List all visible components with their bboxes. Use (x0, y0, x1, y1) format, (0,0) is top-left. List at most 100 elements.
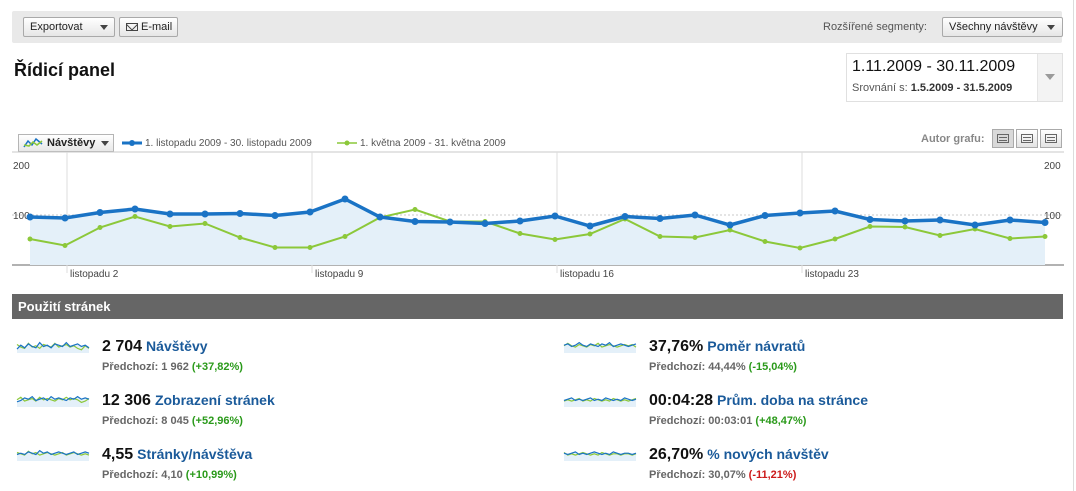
data-point-compare (202, 221, 208, 226)
y-tick-label-right: 100 (1044, 211, 1061, 222)
date-range-compare: Srovnání s: 1.5.2009 - 31.5.2009 (852, 82, 1012, 94)
prev-label: Předchozí: (649, 469, 706, 481)
metric-item[interactable]: 12 306 Zobrazení stránek Předchozí: 8 045 … (16, 387, 456, 429)
data-point-compare (797, 245, 803, 251)
metric-value: 00:04:28 (649, 392, 714, 409)
prev-change: (-15,04%) (748, 361, 797, 373)
metric-label: Návštěvy (47, 137, 96, 149)
data-point-primary (901, 217, 909, 225)
metric-name-link[interactable]: Prům. doba na stránce (717, 392, 868, 408)
view-icon (997, 134, 1009, 143)
data-point-primary (691, 211, 699, 219)
data-point-primary (831, 207, 839, 215)
metric-name-link[interactable]: % nových návštěv (707, 446, 829, 462)
metric-previous: Předchozí: 1 962 (+37,82%) (102, 361, 243, 373)
legend-label: 1. května 2009 - 31. května 2009 (360, 138, 506, 149)
prev-change: (+10,99%) (185, 469, 237, 481)
legend-swatch-green (337, 140, 357, 146)
metric-name-link[interactable]: Návštěvy (146, 338, 208, 354)
data-point-primary (796, 209, 804, 217)
view-icon (1045, 134, 1057, 143)
data-point-primary (271, 212, 279, 219)
data-point-primary (26, 213, 34, 221)
metric-value-line: 12 306 Zobrazení stránek (102, 392, 275, 410)
x-tick-label: listopadu 2 (70, 269, 119, 280)
x-tick-label: listopadu 16 (560, 269, 614, 280)
data-point-compare (937, 233, 943, 238)
page-title: Řídicí panel (14, 60, 116, 80)
metric-item[interactable]: 37,76% Poměr návratů Předchozí: 44,44% (-1… (563, 333, 1003, 375)
data-point-primary (481, 220, 489, 227)
data-point-compare (97, 225, 103, 230)
metric-item[interactable]: 00:04:28 Prům. doba na stránce Předchozí: … (563, 387, 1003, 429)
line-chart-icon (23, 137, 43, 148)
metric-value-line: 37,76% Poměr návratů (649, 338, 805, 356)
data-point-compare (272, 245, 278, 250)
data-point-primary (761, 212, 769, 219)
chevron-down-icon (100, 25, 108, 30)
data-point-primary (656, 215, 664, 222)
chevron-down-icon[interactable] (1037, 54, 1062, 101)
data-point-compare (342, 234, 348, 239)
date-range-picker[interactable]: 1.11.2009 - 30.11.2009 Srovnání s: 1.5.2… (846, 53, 1063, 102)
metric-item[interactable]: 4,55 Stránky/návštěva Předchozí: 4,10 (+10… (16, 441, 456, 483)
metric-value: 26,70% (649, 446, 704, 463)
data-point-compare (237, 235, 243, 240)
top-toolbar: Exportovat E-mail Rozšířené segmenty: Vš… (12, 11, 1063, 43)
data-point-primary (446, 218, 454, 226)
data-point-compare (867, 224, 873, 229)
metric-item[interactable]: 26,70%% nových návštěv Předchozí: 30,07% … (563, 441, 1003, 483)
view-button-3[interactable] (1040, 129, 1062, 148)
segments-select[interactable]: Všechny návštěvy (942, 17, 1063, 37)
metric-name-link[interactable]: Poměr návratů (707, 338, 806, 354)
data-point-primary (516, 217, 524, 225)
data-point-compare (307, 245, 313, 250)
data-point-compare (62, 243, 68, 248)
data-point-primary (341, 195, 349, 203)
prev-change: (-11,21%) (748, 469, 797, 481)
data-point-compare (132, 214, 138, 219)
date-range-main: 1.11.2009 - 30.11.2009 (852, 58, 1016, 75)
data-point-compare (762, 239, 768, 244)
data-point-primary (306, 208, 314, 216)
prev-label: Předchozí: (102, 361, 159, 373)
y-tick-label-right: 200 (1044, 161, 1061, 172)
x-tick-label: listopadu 23 (805, 269, 859, 280)
metric-item[interactable]: 2 704 Návštěvy Předchozí: 1 962 (+37,82%) (16, 333, 456, 375)
view-button-1[interactable] (992, 129, 1014, 148)
export-label: Exportovat (30, 21, 83, 33)
chart-metric-selector[interactable]: Návštěvy (18, 134, 114, 152)
metric-value: 2 704 (102, 338, 143, 355)
chevron-down-icon (1047, 25, 1055, 30)
data-point-primary (201, 210, 209, 218)
metric-value-line: 2 704 Návštěvy (102, 338, 208, 356)
data-point-primary (586, 222, 594, 230)
view-button-2[interactable] (1016, 129, 1038, 148)
legend-swatch-blue (122, 140, 142, 146)
data-point-primary (61, 214, 69, 222)
x-tick-label: listopadu 9 (315, 269, 364, 280)
page-border (1073, 0, 1074, 491)
segments-label: Rozšířené segmenty: (823, 21, 927, 33)
sparkline-icon (563, 397, 637, 407)
data-point-compare (727, 227, 733, 233)
data-point-compare (412, 207, 418, 212)
metric-name-link[interactable]: Zobrazení stránek (154, 392, 275, 408)
data-point-primary (166, 210, 174, 218)
data-point-primary (131, 205, 139, 213)
data-point-primary (376, 213, 384, 221)
metric-value-line: 00:04:28 Prům. doba na stránce (649, 392, 868, 410)
metric-name-link[interactable]: Stránky/návštěva (137, 446, 253, 462)
prev-value: 44,44% (708, 361, 746, 373)
compare-value: 1.5.2009 - 31.5.2009 (910, 82, 1013, 94)
prev-label: Předchozí: (649, 361, 706, 373)
email-button[interactable]: E-mail (119, 17, 178, 37)
metric-previous: Předchozí: 4,10 (+10,99%) (102, 469, 237, 481)
data-point-compare (167, 224, 173, 229)
visits-line-chart: 100 100 200 200 listopadu 2 listopadu 9 listop… (12, 151, 1064, 280)
data-point-compare (692, 235, 698, 240)
data-point-compare (902, 224, 908, 230)
metric-previous: Předchozí: 8 045 (+52,96%) (102, 415, 243, 427)
export-button[interactable]: Exportovat (23, 17, 115, 37)
data-point-primary (936, 216, 944, 224)
